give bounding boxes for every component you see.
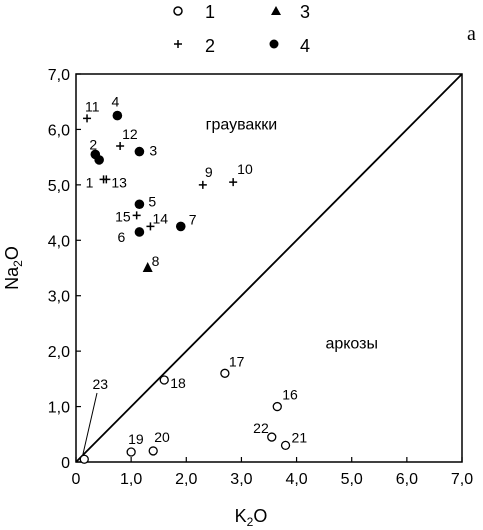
x-tick-label: 3,0: [230, 471, 252, 488]
legend-marker-3: [271, 6, 281, 15]
x-tick-label: 2,0: [175, 471, 197, 488]
legend-marker-2: [174, 40, 182, 48]
point-label-7: 7: [189, 211, 197, 227]
point-5-series-4: [134, 199, 145, 210]
point-label-6: 6: [118, 229, 126, 245]
y-axis-title: Na2O: [2, 246, 25, 290]
y-tick-label: 6,0: [48, 122, 70, 139]
point-label-14: 14: [152, 210, 168, 226]
point-label-3: 3: [149, 143, 157, 159]
y-tick-label: 7,0: [48, 67, 70, 84]
point-22-series-1: [267, 432, 277, 442]
region-label-arkose: аркозы: [325, 335, 378, 352]
point-label-22: 22: [253, 420, 269, 436]
point-4-series-4: [112, 110, 123, 121]
point-8-series-3: [142, 262, 153, 272]
x-tick-label: 1,0: [120, 471, 142, 488]
legend-label-4: 4: [300, 36, 310, 56]
point-label-23: 23: [92, 376, 108, 392]
point-label-5: 5: [148, 193, 156, 209]
divider-line: [75, 73, 463, 463]
point-label-12: 12: [122, 126, 138, 142]
legend-label-2: 2: [205, 36, 215, 56]
point-16-series-1: [272, 401, 282, 412]
x-tick-label: 4,0: [285, 471, 307, 488]
x-tick-label: 5,0: [341, 471, 363, 488]
x-tick-label: 6,0: [396, 471, 418, 488]
point-17-series-1: [220, 368, 230, 378]
point-13-series-2: [102, 175, 111, 184]
leader-line-23: [82, 392, 98, 455]
legend-label-1: 1: [205, 2, 215, 22]
y-tick-label: 3,0: [48, 289, 70, 306]
point-label-1: 1: [86, 174, 94, 190]
legend: 1 2 3 4: [173, 2, 310, 56]
point-6-series-4: [134, 227, 145, 237]
point-label-19: 19: [128, 431, 144, 447]
point-15-series-2: [132, 211, 141, 220]
point-23-series-1: [79, 454, 89, 464]
legend-marker-1: [173, 6, 183, 16]
y-tick-label: 4,0: [48, 233, 70, 250]
point-label-21: 21: [292, 429, 308, 445]
y-tick-label: 0: [61, 455, 70, 472]
point-label-9: 9: [205, 164, 213, 180]
point-14-series-2: [146, 222, 155, 231]
point-label-17: 17: [229, 353, 245, 369]
point-label-20: 20: [154, 429, 170, 445]
y-tick-label: 1,0: [48, 400, 70, 417]
point-21-series-1: [280, 440, 291, 451]
point-label-11: 11: [85, 98, 100, 114]
panel-label: a: [467, 23, 476, 45]
point-label-16: 16: [282, 387, 298, 403]
point-12-series-2: [116, 142, 125, 151]
point-unlabeled-series-4: [94, 155, 104, 165]
point-label-2: 2: [89, 136, 97, 152]
point-10-series-2: [229, 178, 238, 187]
point-label-15: 15: [115, 208, 131, 224]
point-11-series-2: [83, 114, 92, 123]
point-label-8: 8: [152, 253, 160, 269]
region-label-graywacke: граувакки: [206, 116, 278, 133]
point-7-series-4: [175, 221, 186, 232]
point-18-series-1: [159, 375, 169, 385]
point-9-series-2: [198, 180, 207, 189]
y-tick-label: 5,0: [48, 178, 70, 195]
legend-label-3: 3: [300, 2, 310, 22]
point-3-series-4: [134, 146, 145, 157]
point-label-10: 10: [237, 161, 253, 177]
plot-frame: [75, 73, 463, 463]
x-axis-title: K2O: [235, 506, 268, 529]
legend-marker-4: [269, 39, 279, 49]
x-tick-label: 7,0: [451, 471, 473, 488]
point-label-4: 4: [111, 94, 119, 110]
point-19-series-1: [126, 447, 136, 457]
point-20-series-1: [148, 446, 158, 456]
point-label-13: 13: [111, 174, 127, 190]
point-label-18: 18: [170, 375, 186, 391]
y-tick-label: 2,0: [48, 344, 70, 361]
x-tick-label: 0: [72, 471, 81, 488]
